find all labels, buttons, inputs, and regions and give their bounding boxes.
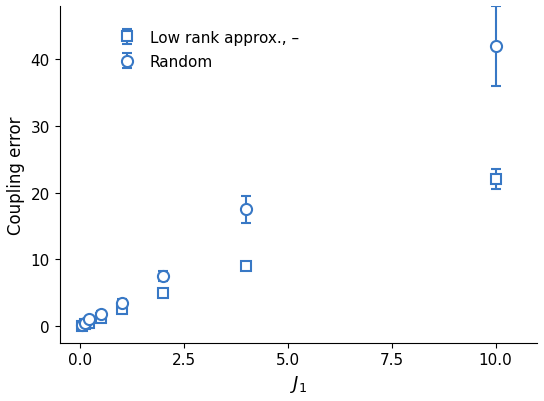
Y-axis label: Coupling error: Coupling error [7, 116, 25, 234]
X-axis label: $J_1$: $J_1$ [290, 373, 307, 394]
Legend: Low rank approx., –, Random: Low rank approx., –, Random [106, 24, 305, 76]
